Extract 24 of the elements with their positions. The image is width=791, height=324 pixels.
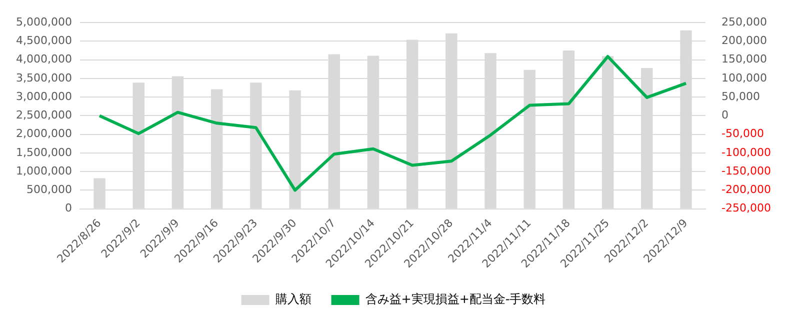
y2-tick-label: 50,000 <box>722 90 760 103</box>
y-tick-label: 3,500,000 <box>16 71 72 84</box>
legend-label: 含み益+実現損益+配当金-手数料 <box>365 292 546 306</box>
y2-tick-label: 250,000 <box>722 15 768 28</box>
y-tick-label: 0 <box>64 202 72 215</box>
y2-tick-label: -50,000 <box>722 127 764 140</box>
y-tick-label: 5,000,000 <box>16 15 72 28</box>
y2-tick-label: -100,000 <box>722 146 772 159</box>
y2-tick-label: -200,000 <box>722 183 772 196</box>
y2-tick-label: 150,000 <box>722 52 768 66</box>
y-tick-label: 1,500,000 <box>16 146 72 159</box>
y-tick-label: 4,000,000 <box>16 52 72 66</box>
y-tick-label: 2,000,000 <box>16 127 72 140</box>
y2-tick-label: 0 <box>722 108 729 122</box>
y-tick-label: 500,000 <box>26 183 72 196</box>
y2-tick-label: 200,000 <box>722 34 768 48</box>
y2-tick-label: 100,000 <box>722 71 768 84</box>
y-tick-label: 1,000,000 <box>16 164 72 178</box>
y2-tick-label: -250,000 <box>722 202 772 215</box>
y-tick-label: 2,500,000 <box>16 108 72 122</box>
y-tick-label: 4,500,000 <box>16 34 72 48</box>
y2-tick-label: -150,000 <box>722 164 772 178</box>
y-tick-label: 3,000,000 <box>16 90 72 103</box>
legend-label: 購入額 <box>275 292 312 306</box>
